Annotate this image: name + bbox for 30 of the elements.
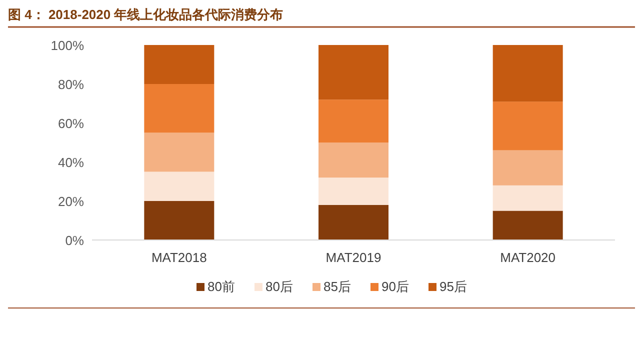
bar [144, 132, 214, 172]
y-tick-label: 20% [58, 194, 84, 209]
chart-title: 图 4： 2018-2020 年线上化妆品各代际消费分布 [8, 7, 284, 22]
bar [144, 201, 214, 240]
bar [318, 204, 388, 240]
bar [318, 142, 388, 178]
bar [318, 100, 388, 142]
bar [492, 210, 563, 240]
bar [144, 84, 214, 133]
bar [492, 150, 563, 186]
bar [318, 45, 388, 100]
y-tick-label: 40% [58, 155, 84, 170]
legend-label: 90后 [382, 279, 409, 294]
y-tick-label: 0% [65, 233, 84, 248]
x-tick-label: MAT2020 [500, 250, 556, 265]
x-tick-label: MAT2019 [326, 250, 382, 265]
bar [492, 45, 563, 102]
legend-label: 85后 [324, 279, 351, 294]
legend-label: 95后 [440, 279, 467, 294]
bar [318, 178, 388, 205]
y-tick-label: 100% [50, 38, 84, 53]
x-tick-label: MAT2018 [151, 250, 207, 265]
bar [144, 45, 214, 84]
legend-label: 80前 [208, 279, 235, 294]
legend-label: 80后 [266, 279, 293, 294]
bar [492, 102, 563, 150]
y-tick-label: 80% [58, 77, 84, 92]
bar [492, 185, 563, 211]
y-tick-label: 60% [58, 116, 84, 131]
bar [144, 172, 214, 201]
